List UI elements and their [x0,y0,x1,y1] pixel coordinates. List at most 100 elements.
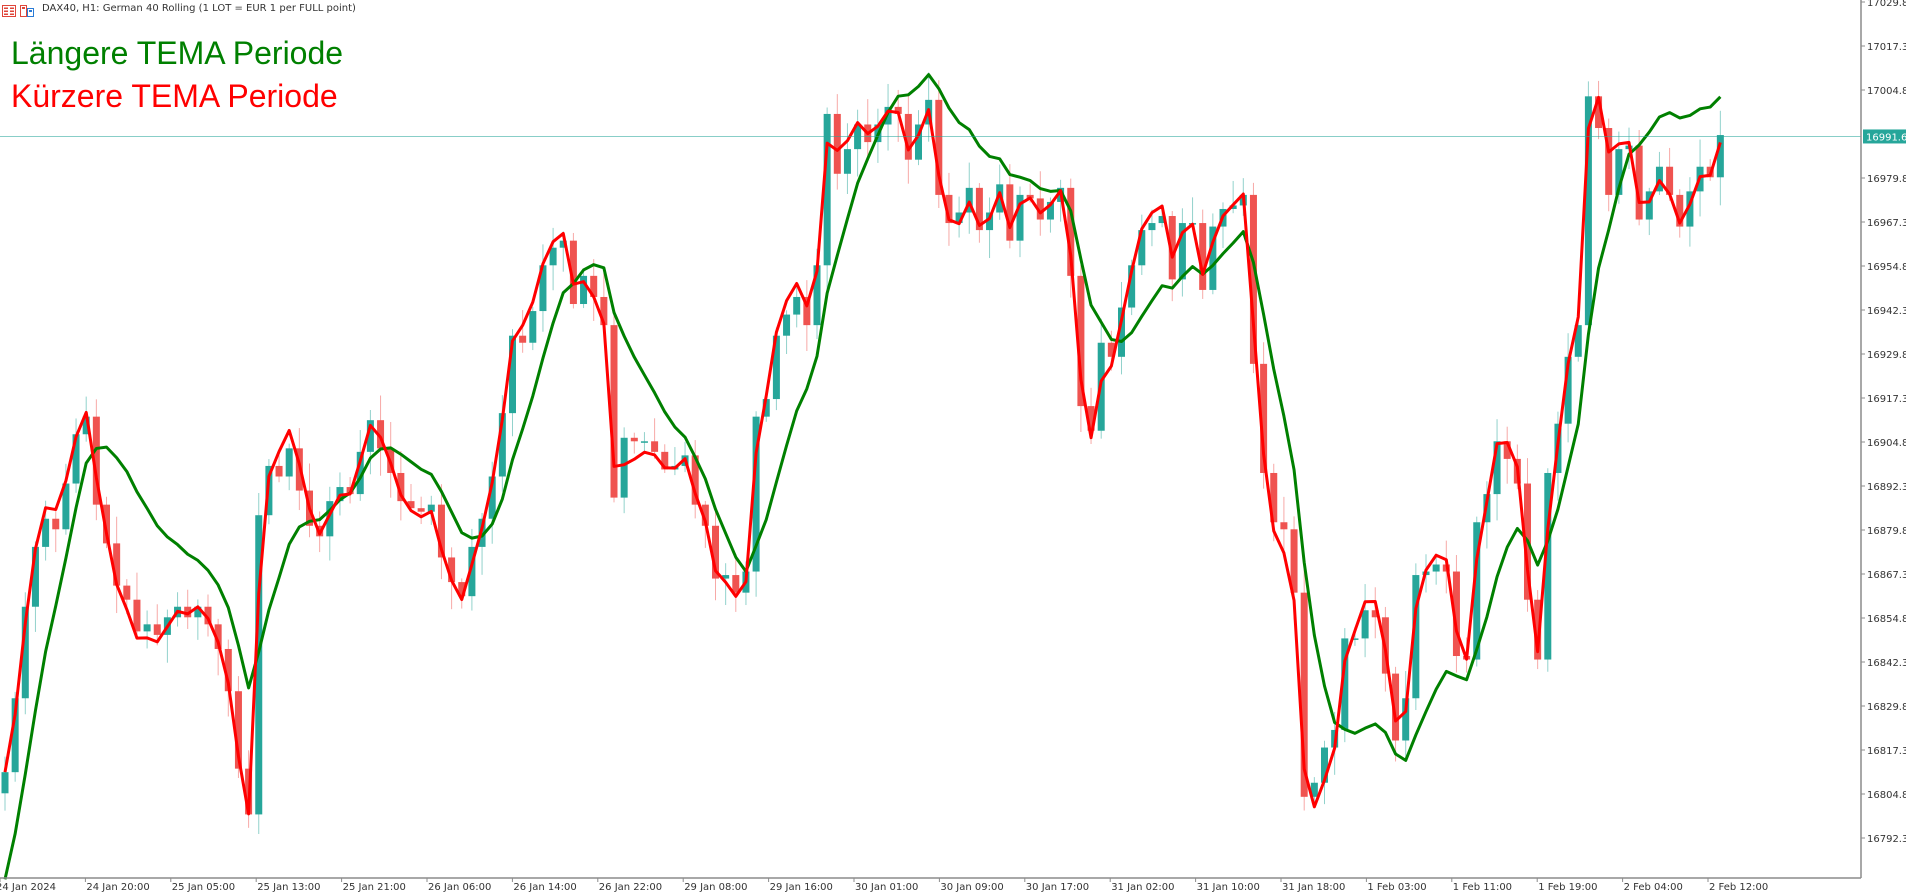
price-tick-label: 16792.3 [1867,834,1906,845]
candle [1564,333,1572,443]
candle [1321,740,1328,805]
price-tick-label: 17004.8 [1867,86,1906,97]
candle [1310,777,1318,806]
candle [1371,587,1379,639]
candle [539,244,547,332]
price-tick-label: 16804.8 [1867,790,1906,801]
indicator-legend: Längere TEMA Periode Kürzere TEMA Period… [11,32,343,118]
time-tick-label: 31 Jan 18:00 [1282,882,1345,892]
chart-title: DAX40, H1: German 40 Rolling (1 LOT = EU… [42,2,356,14]
candle [52,508,60,553]
candle [752,411,760,597]
time-axis[interactable]: 24 Jan 2024 24 Jan 20:00 25 Jan 05:00 25 Ja… [0,877,1861,892]
candle [986,197,994,259]
time-tick-label: 2 Feb 04:00 [1624,882,1683,892]
candle [854,109,862,177]
time-tick-label: 2 Feb 12:00 [1709,882,1768,892]
candle [113,516,121,614]
time-tick-label: 30 Jan 17:00 [1026,882,1089,892]
price-tick-label: 16867.3 [1867,570,1906,581]
candle [580,270,588,309]
candle [163,609,171,663]
price-axis[interactable]: 17029.8 17017.3 17004.8 16991.6 16979.8 16967… [1860,0,1906,878]
candle [630,432,638,454]
price-tick-label: 16929.8 [1867,350,1906,361]
candle [1209,213,1217,295]
candle [143,610,151,649]
candle [366,409,374,475]
candle [204,594,212,637]
time-tick-label: 26 Jan 06:00 [428,882,491,892]
menu-grid-icon[interactable] [2,2,16,17]
candle [326,486,334,561]
candle [1138,214,1146,275]
price-tick-label: 16892.3 [1867,482,1906,493]
candle [397,451,405,521]
candle [1473,516,1481,667]
price-tick-label: 16942.3 [1867,306,1906,317]
candle [1686,177,1694,247]
candle [671,447,679,476]
chart-window-icon[interactable] [20,2,34,17]
price-tick-label: 16842.3 [1867,658,1906,669]
candle [945,172,953,246]
candle [1341,628,1349,743]
candle [1412,563,1420,711]
time-tick-label: 29 Jan 08:00 [684,882,747,892]
time-tick-label: 30 Jan 09:00 [940,882,1003,892]
time-tick-label: 24 Jan 2024 [0,882,56,892]
long-tema-line [3,73,1722,880]
price-tick-label: 16979.8 [1867,174,1906,185]
candle [955,196,963,238]
candle [153,604,161,646]
time-tick-label: 24 Jan 20:00 [86,882,149,892]
current-price-label: 16991.6 [1866,132,1906,143]
candle [1006,164,1014,249]
candle [691,440,699,519]
price-tick-label: 16917.3 [1867,394,1906,405]
candle [569,232,577,309]
candle [864,99,872,156]
candle [712,511,719,601]
candle [92,399,100,521]
candle [823,107,831,291]
candle [1584,81,1592,333]
candle [1676,189,1684,238]
candle [651,418,659,459]
candle [529,306,537,351]
price-tick-label: 16879.8 [1867,526,1906,537]
time-tick-label: 31 Jan 02:00 [1111,882,1174,892]
candle [285,443,293,491]
time-tick-label: 26 Jan 14:00 [513,882,576,892]
price-tick-label: 16967.3 [1867,218,1906,229]
time-tick-label: 25 Jan 13:00 [257,882,320,892]
candle [1645,187,1653,236]
candle [72,418,80,493]
candle [965,162,973,234]
candle [783,310,791,355]
legend-short-tema: Kürzere TEMA Periode [11,78,338,114]
candle [1595,80,1603,140]
chart-header: DAX40, H1: German 40 Rolling (1 LOT = EU… [0,0,356,17]
candle [519,310,527,353]
price-tick-label: 16854.8 [1867,614,1906,625]
candle [1402,671,1410,760]
candle [1199,209,1207,299]
candle [1432,557,1440,585]
time-tick-label: 1 Feb 19:00 [1538,882,1597,892]
time-tick-label: 29 Jan 16:00 [770,882,833,892]
time-tick-label: 25 Jan 05:00 [172,882,235,892]
candle [1534,590,1542,670]
candle [1229,180,1237,214]
candle [590,259,598,321]
candle [275,451,283,483]
candle [1148,209,1156,247]
price-tick-label: 16817.3 [1867,746,1906,757]
candle [1452,555,1460,673]
candle [133,572,141,640]
candle [437,484,445,580]
candle [1544,468,1552,672]
candle [1178,208,1186,297]
candle [1016,186,1024,258]
